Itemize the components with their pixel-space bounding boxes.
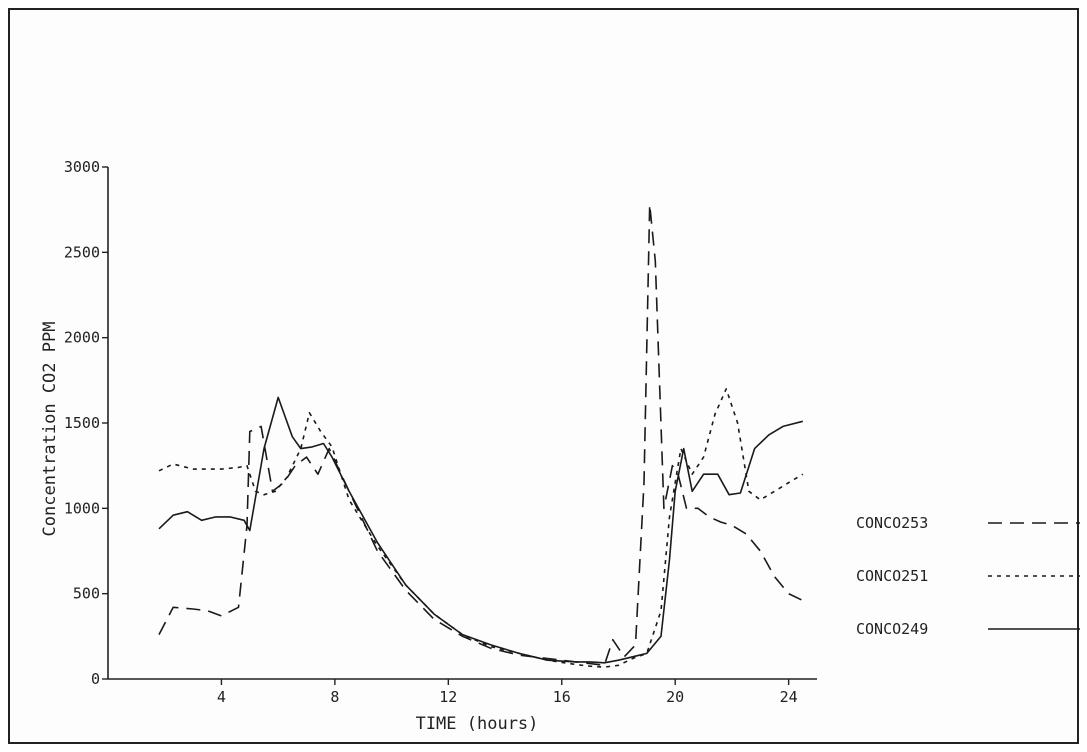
- x-tick-label: 24: [780, 688, 798, 706]
- legend-label: CONCO251: [856, 567, 928, 585]
- series-line-conco253: [158, 203, 804, 667]
- series-line-conco251: [158, 388, 804, 668]
- y-axis-title: Concentration CO2 PPM: [40, 322, 60, 537]
- y-tick-label: 0: [91, 670, 100, 688]
- x-tick-label: 12: [439, 688, 457, 706]
- y-tick-label: 1000: [64, 499, 100, 517]
- y-tick-label: 2500: [64, 243, 100, 261]
- legend: CONCO253 CONCO251 CONCO249: [856, 514, 1080, 638]
- series-line-conco249: [158, 396, 803, 664]
- x-tick-label: 4: [217, 688, 226, 706]
- legend-label: CONCO253: [856, 514, 928, 532]
- axes: 0 500 1000 1500 2000 2500 3000 4 8 12 16 20 24: [64, 158, 817, 706]
- x-tick-label: 20: [666, 688, 684, 706]
- y-tick-label: 500: [73, 585, 100, 603]
- y-tick-label: 1500: [64, 414, 100, 432]
- series-layer: [158, 203, 804, 668]
- x-axis-title: TIME (hours): [416, 714, 539, 734]
- legend-label: CONCO249: [856, 620, 928, 638]
- x-tick-label: 8: [330, 688, 339, 706]
- chart-frame: [8, 8, 1079, 744]
- y-tick-label: 2000: [64, 329, 100, 347]
- x-tick-label: 16: [553, 688, 571, 706]
- y-tick-label: 3000: [64, 158, 100, 176]
